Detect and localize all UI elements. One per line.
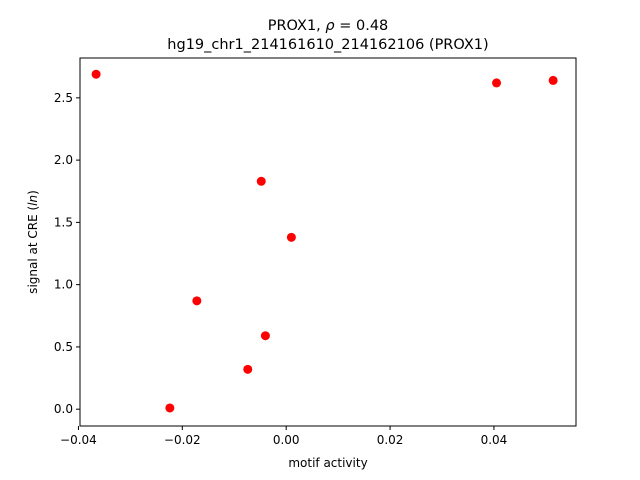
data-point bbox=[256, 176, 266, 186]
data-point bbox=[243, 364, 253, 374]
data-point bbox=[91, 69, 101, 79]
y-tick-label: 2.5 bbox=[54, 91, 73, 105]
y-tick-label: 0.5 bbox=[54, 340, 73, 354]
data-point bbox=[192, 296, 202, 306]
y-axis-label: signal at CRE (ln) bbox=[26, 190, 40, 294]
x-tick-label: −0.04 bbox=[60, 433, 97, 447]
data-point bbox=[286, 232, 296, 242]
x-tick-label: −0.02 bbox=[164, 433, 201, 447]
y-axis: 0.0 0.5 1.0 1.5 2.0 2.5 bbox=[54, 91, 80, 416]
x-axis-label: motif activity bbox=[288, 456, 367, 470]
x-tick-label: 0.04 bbox=[481, 433, 508, 447]
x-axis: −0.04 −0.02 0.00 0.02 0.04 bbox=[60, 426, 507, 447]
y-tick-label: 1.0 bbox=[54, 278, 73, 292]
x-tick-label: 0.02 bbox=[377, 433, 404, 447]
x-tick-label: 0.00 bbox=[273, 433, 300, 447]
chart-title: PROX1, ρ = 0.48 bbox=[268, 18, 389, 34]
data-point bbox=[548, 75, 558, 85]
axes-frame bbox=[79, 57, 577, 427]
y-tick-label: 1.5 bbox=[54, 215, 73, 229]
data-point bbox=[165, 403, 175, 413]
chart-subtitle: hg19_chr1_214161610_214162106 (PROX1) bbox=[167, 37, 488, 53]
data-point bbox=[492, 78, 502, 88]
y-tick-label: 2.0 bbox=[54, 153, 73, 167]
plot-area bbox=[91, 69, 558, 413]
data-point bbox=[260, 331, 270, 341]
y-tick-label: 0.0 bbox=[54, 402, 73, 416]
